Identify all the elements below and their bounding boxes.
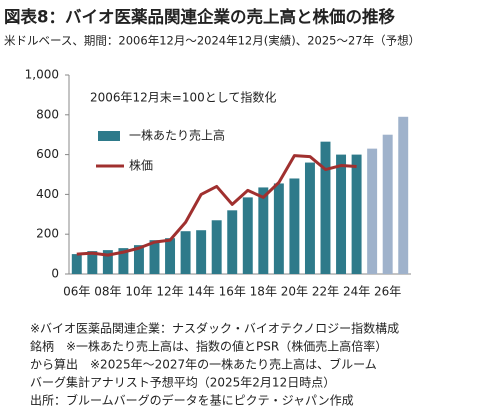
- note: バーグ集計アナリスト予想平均（2025年2月12日時点）: [30, 375, 335, 390]
- bar: [336, 154, 347, 274]
- chart-title: 図表8：バイオ医薬品関連企業の売上高と株価の推移: [4, 7, 395, 27]
- note: 銘柄 ※一株あたり売上高は、指数の値とPSR（株価売上高倍率）: [30, 339, 387, 354]
- y-tick-label: 0: [51, 267, 59, 281]
- bar: [102, 250, 113, 274]
- x-tick-label: 08年: [94, 285, 121, 299]
- legend-label: 一株あたり売上高: [129, 128, 225, 143]
- y-tick-label: 1,000: [25, 68, 59, 82]
- bar: [196, 230, 207, 274]
- x-tick-label: 20年: [281, 285, 308, 299]
- x-tick-label: 24年: [343, 285, 370, 299]
- bar: [320, 141, 331, 274]
- bar: [351, 154, 362, 274]
- bar: [149, 240, 160, 274]
- y-tick-label: 400: [36, 187, 59, 201]
- bar: [71, 254, 82, 274]
- bar: [367, 148, 378, 274]
- chart-subtitle: 米ドルベース、期間：2006年12月～2024年12月(実績)、2025～27年…: [4, 34, 420, 48]
- bar: [258, 187, 269, 274]
- x-tick-label: 26年: [374, 285, 401, 299]
- note: 出所：ブルームバーグのデータを基にピクテ・ジャパン作成: [30, 393, 354, 408]
- bar: [227, 210, 238, 274]
- line: [76, 154, 357, 257]
- bar: [165, 238, 176, 274]
- bar: [242, 197, 253, 274]
- bar: [273, 183, 284, 274]
- bar: [382, 134, 393, 274]
- bar: [211, 220, 222, 274]
- bar: [398, 116, 409, 274]
- bar: [304, 162, 315, 274]
- x-tick-label: 06年: [63, 285, 90, 299]
- note: から算出 ※2025年～2027年の一株あたり売上高は、ブルーム: [30, 357, 377, 372]
- bar: [289, 178, 300, 274]
- y-tick-label: 800: [36, 107, 59, 121]
- bar: [87, 251, 98, 274]
- y-tick-label: 600: [36, 147, 59, 161]
- x-tick-label: 10年: [125, 285, 152, 299]
- note: ※バイオ医薬品関連企業：ナスダック・バイオテクノロジー指数構成: [30, 321, 399, 336]
- bar: [133, 245, 144, 274]
- x-tick-label: 16年: [219, 285, 246, 299]
- annotation: 2006年12月末=100として指数化: [90, 90, 276, 105]
- bar: [180, 231, 191, 274]
- legend-swatch: [98, 131, 120, 141]
- legend-label: 株価: [129, 158, 153, 173]
- x-tick-label: 18年: [250, 285, 277, 299]
- y-tick-label: 200: [36, 227, 59, 241]
- x-tick-label: 12年: [156, 285, 183, 299]
- x-tick-label: 14年: [187, 285, 214, 299]
- x-tick-label: 22年: [312, 285, 339, 299]
- bar: [118, 248, 129, 274]
